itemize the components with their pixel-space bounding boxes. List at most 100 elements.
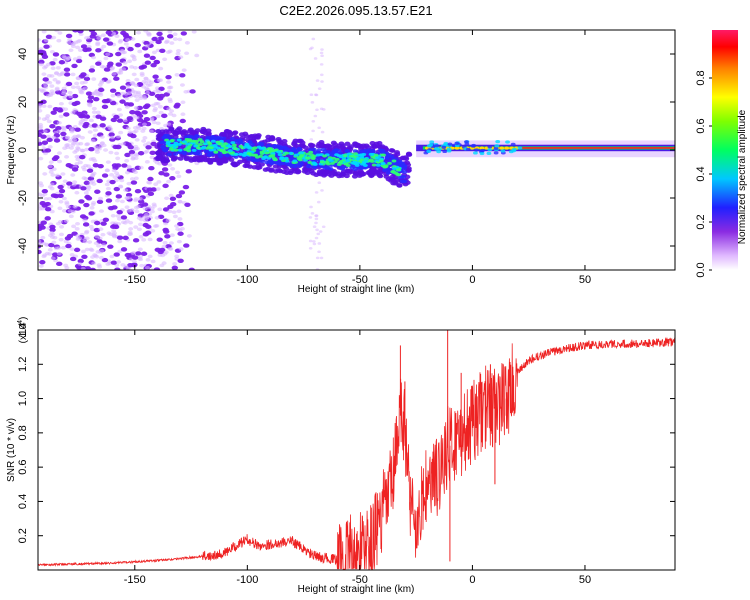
noise-point — [144, 160, 150, 164]
noise-point — [320, 73, 324, 77]
signal-core — [217, 152, 223, 156]
noise-point — [47, 196, 53, 201]
signal-hot — [330, 161, 335, 165]
noise-point — [130, 89, 136, 94]
noise-point — [179, 118, 186, 124]
noise-point — [79, 148, 85, 153]
snr-multiplier-close: ) — [18, 317, 29, 320]
noise-point — [169, 109, 175, 113]
noise-point — [60, 172, 66, 176]
noise-point — [70, 209, 76, 214]
noise-point — [124, 105, 130, 109]
noise-point — [155, 114, 161, 119]
noise-point — [82, 222, 90, 227]
noise-point — [117, 249, 123, 254]
noise-point — [83, 163, 89, 168]
noise-point — [121, 163, 128, 168]
y-tick-label: 0 — [17, 147, 29, 153]
noise-point — [103, 67, 111, 72]
noise-point — [137, 197, 143, 201]
noise-point — [169, 41, 175, 45]
noise-point — [83, 202, 90, 208]
signal-hot — [296, 157, 302, 161]
noise-point — [111, 72, 117, 76]
noise-point — [88, 181, 94, 185]
signal-halo — [321, 173, 328, 178]
noise-point — [91, 77, 97, 81]
noise-point — [45, 134, 51, 139]
signal-halo — [318, 142, 325, 147]
noise-point — [85, 91, 93, 96]
noise-point — [54, 87, 60, 92]
noise-point — [96, 244, 102, 248]
noise-point — [70, 72, 76, 77]
band-hotspot — [504, 146, 510, 150]
noise-point — [89, 267, 97, 270]
spectrogram-x-ticks: -150 -100 -50 0 50 — [124, 30, 591, 286]
signal-hot — [293, 153, 299, 157]
noise-point — [157, 36, 165, 41]
noise-point — [58, 101, 64, 106]
noise-point — [167, 163, 173, 167]
signal-hot — [228, 151, 234, 155]
noise-point — [135, 251, 142, 256]
noise-point — [106, 79, 112, 84]
noise-point — [95, 110, 101, 115]
signal-core — [296, 146, 302, 151]
noise-point — [311, 37, 316, 41]
noise-point — [71, 224, 77, 229]
noise-point — [105, 30, 113, 35]
noise-point — [43, 151, 49, 156]
noise-point — [100, 221, 107, 226]
noise-point — [140, 251, 148, 256]
noise-point — [147, 176, 154, 182]
noise-point — [80, 44, 88, 49]
noise-point — [128, 227, 134, 231]
noise-point — [94, 234, 100, 239]
signal-halo — [156, 154, 163, 159]
noise-point — [108, 150, 114, 155]
noise-point — [115, 62, 122, 67]
noise-point — [82, 117, 88, 122]
noise-point — [56, 38, 62, 43]
noise-point — [179, 83, 185, 87]
signal-hot — [170, 139, 175, 143]
noise-point — [183, 243, 190, 248]
noise-point — [89, 206, 95, 210]
noise-point — [53, 138, 61, 143]
noise-point — [49, 49, 55, 54]
noise-point — [153, 59, 161, 65]
signal-hot — [233, 152, 239, 156]
noise-point — [164, 196, 170, 201]
noise-point — [67, 138, 73, 143]
signal-halo — [389, 148, 396, 153]
y-tick-label: 0.2 — [17, 528, 29, 543]
signal-hot — [331, 156, 336, 160]
noise-point — [83, 230, 89, 235]
signal-hot — [368, 158, 374, 162]
noise-point — [143, 40, 150, 46]
band-blob — [493, 151, 499, 155]
signal-halo — [325, 169, 332, 174]
noise-point — [125, 192, 133, 198]
noise-point — [80, 186, 87, 191]
colorbar: 0.0 0.2 0.4 0.6 0.8 Normalized spectral ampl… — [695, 30, 748, 278]
noise-point — [178, 190, 186, 195]
band-blob — [470, 144, 476, 148]
signal-hot — [213, 150, 219, 154]
band-blob — [487, 147, 493, 152]
signal-halo — [262, 167, 269, 172]
noise-point — [188, 267, 195, 270]
noise-point — [40, 134, 47, 139]
noise-point — [83, 180, 91, 186]
signal-hot — [363, 159, 369, 163]
noise-point — [116, 209, 123, 215]
noise-point — [88, 147, 95, 152]
noise-point — [70, 42, 76, 47]
noise-point — [147, 181, 153, 185]
noise-point — [142, 136, 148, 140]
noise-point — [151, 120, 157, 125]
noise-point — [75, 146, 81, 150]
noise-point — [143, 218, 149, 223]
noise-point — [105, 191, 112, 196]
